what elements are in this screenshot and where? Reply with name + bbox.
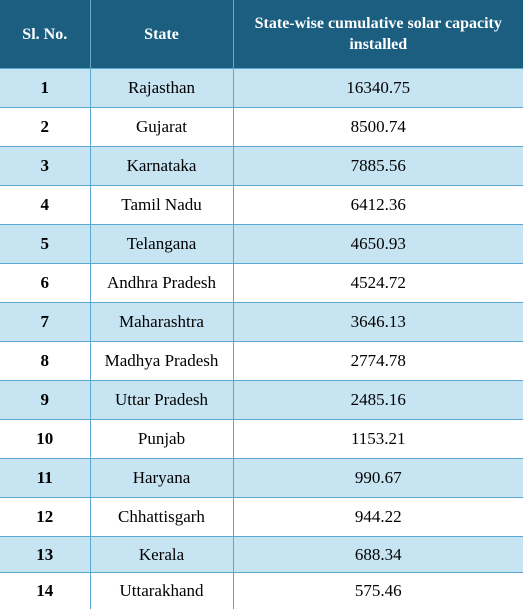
cell-sl-no: 5 <box>0 224 90 264</box>
cell-capacity: 990.67 <box>232 458 523 498</box>
table-row: 6 Andhra Pradesh 4524.72 <box>0 263 523 303</box>
cell-state: Gujarat <box>89 107 233 147</box>
cell-state: Tamil Nadu <box>89 185 233 225</box>
header-capacity: State-wise cumulative solar capacity ins… <box>232 0 523 69</box>
cell-sl-no: 1 <box>0 68 90 108</box>
cell-capacity: 6412.36 <box>232 185 523 225</box>
table-body: 1 Rajasthan 16340.75 2 Gujarat 8500.74 3… <box>0 68 523 609</box>
cell-capacity: 575.46 <box>232 572 523 609</box>
cell-capacity: 944.22 <box>232 497 523 537</box>
cell-capacity: 3646.13 <box>232 302 523 342</box>
cell-capacity: 2485.16 <box>232 380 523 420</box>
cell-state: Madhya Pradesh <box>89 341 233 381</box>
cell-sl-no: 10 <box>0 419 90 459</box>
cell-state: Rajasthan <box>89 68 233 108</box>
cell-sl-no: 9 <box>0 380 90 420</box>
cell-sl-no: 6 <box>0 263 90 303</box>
header-row: Sl. No. State State-wise cumulative sola… <box>0 0 523 69</box>
cell-capacity: 688.34 <box>232 536 523 573</box>
table-row: 1 Rajasthan 16340.75 <box>0 68 523 108</box>
cell-sl-no: 12 <box>0 497 90 537</box>
cell-sl-no: 11 <box>0 458 90 498</box>
cell-sl-no: 4 <box>0 185 90 225</box>
cell-state: Kerala <box>89 536 233 573</box>
cell-state: Uttar Pradesh <box>89 380 233 420</box>
cell-state: Andhra Pradesh <box>89 263 233 303</box>
header-sl-no: Sl. No. <box>0 0 90 69</box>
cell-capacity: 2774.78 <box>232 341 523 381</box>
table-header: Sl. No. State State-wise cumulative sola… <box>0 0 523 69</box>
cell-state: Uttarakhand <box>89 572 233 609</box>
cell-capacity: 4524.72 <box>232 263 523 303</box>
cell-state: Haryana <box>89 458 233 498</box>
cell-capacity: 7885.56 <box>232 146 523 186</box>
table-row: 10 Punjab 1153.21 <box>0 419 523 459</box>
table-row: 12 Chhattisgarh 944.22 <box>0 497 523 537</box>
cell-state: Chhattisgarh <box>89 497 233 537</box>
cell-capacity: 4650.93 <box>232 224 523 264</box>
cell-state: Karnataka <box>89 146 233 186</box>
table-row: 11 Haryana 990.67 <box>0 458 523 498</box>
table-row: 4 Tamil Nadu 6412.36 <box>0 185 523 225</box>
cell-state: Maharashtra <box>89 302 233 342</box>
cell-state: Telangana <box>89 224 233 264</box>
table-row: 5 Telangana 4650.93 <box>0 224 523 264</box>
cell-state: Punjab <box>89 419 233 459</box>
cell-capacity: 16340.75 <box>232 68 523 108</box>
table-row: 9 Uttar Pradesh 2485.16 <box>0 380 523 420</box>
table-row: 13 Kerala 688.34 <box>0 536 523 573</box>
header-state: State <box>89 0 233 69</box>
cell-sl-no: 3 <box>0 146 90 186</box>
table-row: 2 Gujarat 8500.74 <box>0 107 523 147</box>
cell-sl-no: 2 <box>0 107 90 147</box>
table-row: 8 Madhya Pradesh 2774.78 <box>0 341 523 381</box>
cell-sl-no: 8 <box>0 341 90 381</box>
cell-sl-no: 14 <box>0 572 90 609</box>
table-row: 7 Maharashtra 3646.13 <box>0 302 523 342</box>
cell-sl-no: 7 <box>0 302 90 342</box>
table-row: 3 Karnataka 7885.56 <box>0 146 523 186</box>
cell-capacity: 1153.21 <box>232 419 523 459</box>
table-row: 14 Uttarakhand 575.46 <box>0 572 523 609</box>
cell-sl-no: 13 <box>0 536 90 573</box>
cell-capacity: 8500.74 <box>232 107 523 147</box>
